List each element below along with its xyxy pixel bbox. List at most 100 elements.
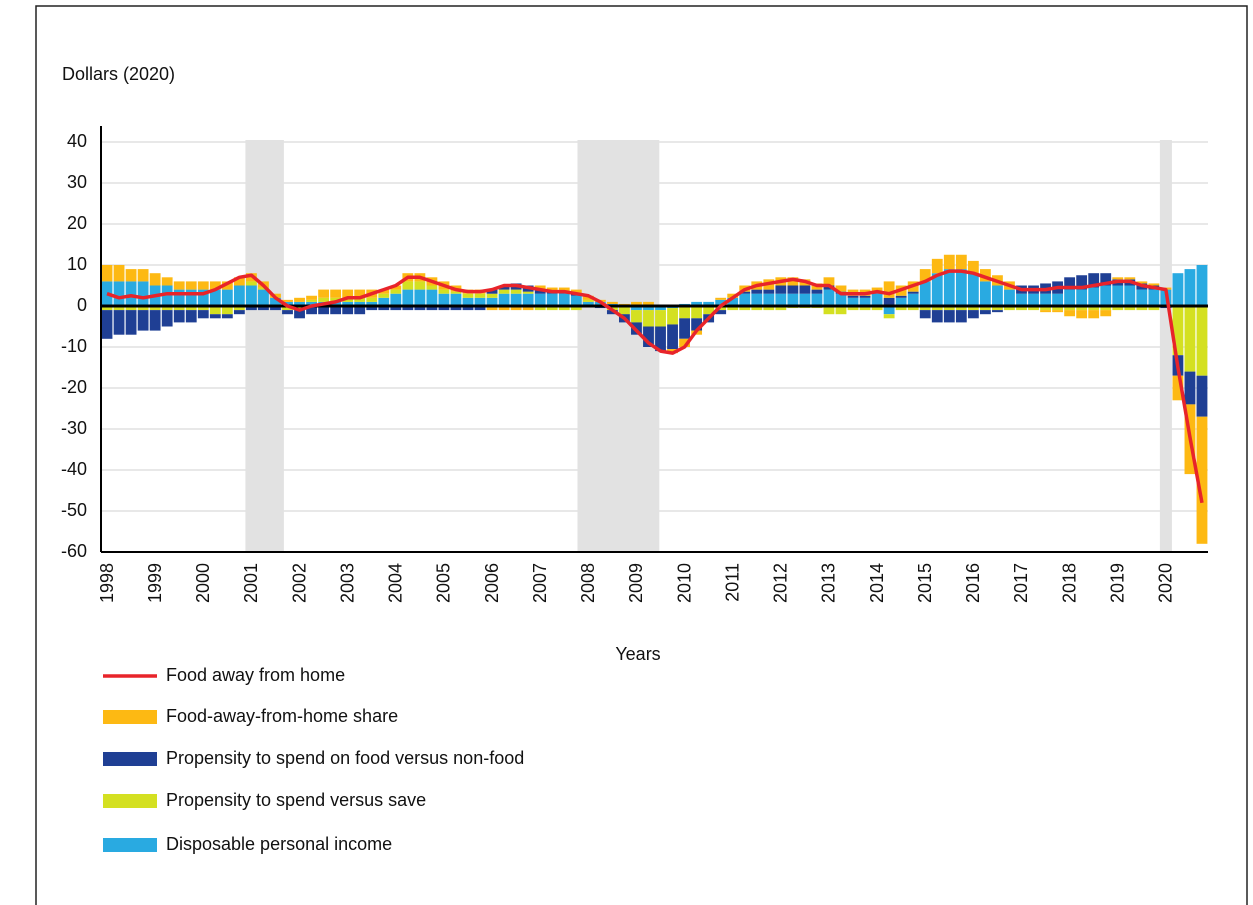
x-tick-label: 2004 xyxy=(386,563,406,603)
bar-segment xyxy=(1124,277,1136,280)
bar-segment xyxy=(558,306,570,311)
bar-segment xyxy=(715,297,727,300)
bar-segment xyxy=(1196,306,1208,376)
bar-segment xyxy=(1088,287,1100,306)
bar-segment xyxy=(282,306,293,311)
y-tick-label: -10 xyxy=(61,336,87,356)
bar-segment xyxy=(282,299,293,302)
bar-segment xyxy=(883,281,895,298)
bar-segment xyxy=(919,306,931,311)
bar-segment xyxy=(1076,289,1088,306)
bar-segment xyxy=(919,281,931,306)
bar-segment xyxy=(233,306,245,311)
bar-segment xyxy=(137,281,149,306)
x-tick-label: 2018 xyxy=(1059,563,1079,603)
bar-segment xyxy=(294,310,305,319)
bar-segment xyxy=(233,310,245,315)
bar-segment xyxy=(354,289,366,298)
bar-segment xyxy=(426,285,438,290)
bar-segment xyxy=(282,310,293,315)
bar-segment xyxy=(931,310,943,323)
bar-segment xyxy=(414,281,426,290)
x-tick-label: 1998 xyxy=(97,563,117,603)
bar-segment xyxy=(462,306,474,311)
bar-segment xyxy=(859,306,871,311)
bar-segment xyxy=(955,310,967,323)
bar-segment xyxy=(919,269,931,282)
bar-segment xyxy=(667,308,678,325)
bar-segment xyxy=(1124,306,1136,311)
x-tick-label: 2003 xyxy=(337,563,357,603)
bar-segment xyxy=(197,306,209,311)
legend-label: Food-away-from-home share xyxy=(166,706,398,726)
bar-segment xyxy=(1076,275,1088,290)
bar-segment xyxy=(727,297,739,306)
bar-segment xyxy=(871,287,883,292)
bar-segment xyxy=(534,306,546,311)
bar-segment xyxy=(149,306,161,311)
bar-segment xyxy=(450,293,462,306)
bar-segment xyxy=(1148,283,1160,286)
bar-segment xyxy=(498,293,510,306)
bar-segment xyxy=(414,306,426,311)
bar-segment xyxy=(390,285,402,290)
bar-segment xyxy=(258,306,269,311)
bar-segment xyxy=(667,349,678,354)
bar-segment xyxy=(209,281,221,290)
bar-segment xyxy=(715,299,727,306)
bar-segment xyxy=(1112,277,1124,280)
bar-segment xyxy=(931,273,943,306)
bar-segment xyxy=(1088,310,1100,319)
bar-segment xyxy=(823,289,835,306)
bar-segment xyxy=(1196,265,1208,306)
x-tick-label: 2016 xyxy=(963,563,983,603)
bar-segment xyxy=(137,269,149,282)
bar-segment xyxy=(992,285,1003,306)
bar-segment xyxy=(787,285,799,294)
bar-segment xyxy=(161,285,173,306)
bar-segment xyxy=(775,293,787,306)
bar-segment xyxy=(1148,306,1160,311)
bar-segment xyxy=(655,326,666,352)
y-tick-label: -40 xyxy=(61,459,87,479)
bar-segment xyxy=(306,295,317,300)
bar-segment xyxy=(739,306,751,311)
bar-segment xyxy=(859,297,871,306)
bar-segment xyxy=(835,293,847,306)
bar-segment xyxy=(883,306,895,315)
bar-segment xyxy=(775,306,787,311)
bar-segment xyxy=(1016,306,1027,311)
bar-segment xyxy=(330,289,342,298)
y-tick-label: 40 xyxy=(67,131,87,151)
bar-segment xyxy=(474,293,486,298)
bar-segment xyxy=(438,289,450,294)
bar-segment xyxy=(1148,289,1160,306)
bar-segment xyxy=(619,306,630,315)
bar-segment xyxy=(354,297,366,302)
bar-segment xyxy=(1112,306,1124,311)
legend-label: Disposable personal income xyxy=(166,834,392,854)
bar-segment xyxy=(258,287,269,290)
bar-segment xyxy=(390,306,402,311)
bar-segment xyxy=(691,301,703,306)
bar-segment xyxy=(739,291,751,294)
bar-segment xyxy=(414,289,426,306)
bar-segment xyxy=(149,273,161,286)
bar-segment xyxy=(462,297,474,306)
bar-segment xyxy=(679,318,690,339)
bar-segment xyxy=(979,269,991,282)
bar-segment xyxy=(631,306,642,311)
bar-segment xyxy=(209,306,221,315)
bar-segment xyxy=(306,306,317,315)
x-tick-label: 2020 xyxy=(1156,563,1176,603)
bar-segment xyxy=(137,310,149,331)
bar-segment xyxy=(1076,306,1088,311)
bar-segment xyxy=(125,306,137,311)
bar-segment xyxy=(1028,306,1039,311)
bar-segment xyxy=(703,306,715,315)
bar-segment xyxy=(1040,310,1051,313)
bar-segment xyxy=(185,281,197,290)
legend-label: Propensity to spend versus save xyxy=(166,790,426,810)
bar-segment xyxy=(1064,289,1076,306)
bar-segment xyxy=(486,289,498,294)
